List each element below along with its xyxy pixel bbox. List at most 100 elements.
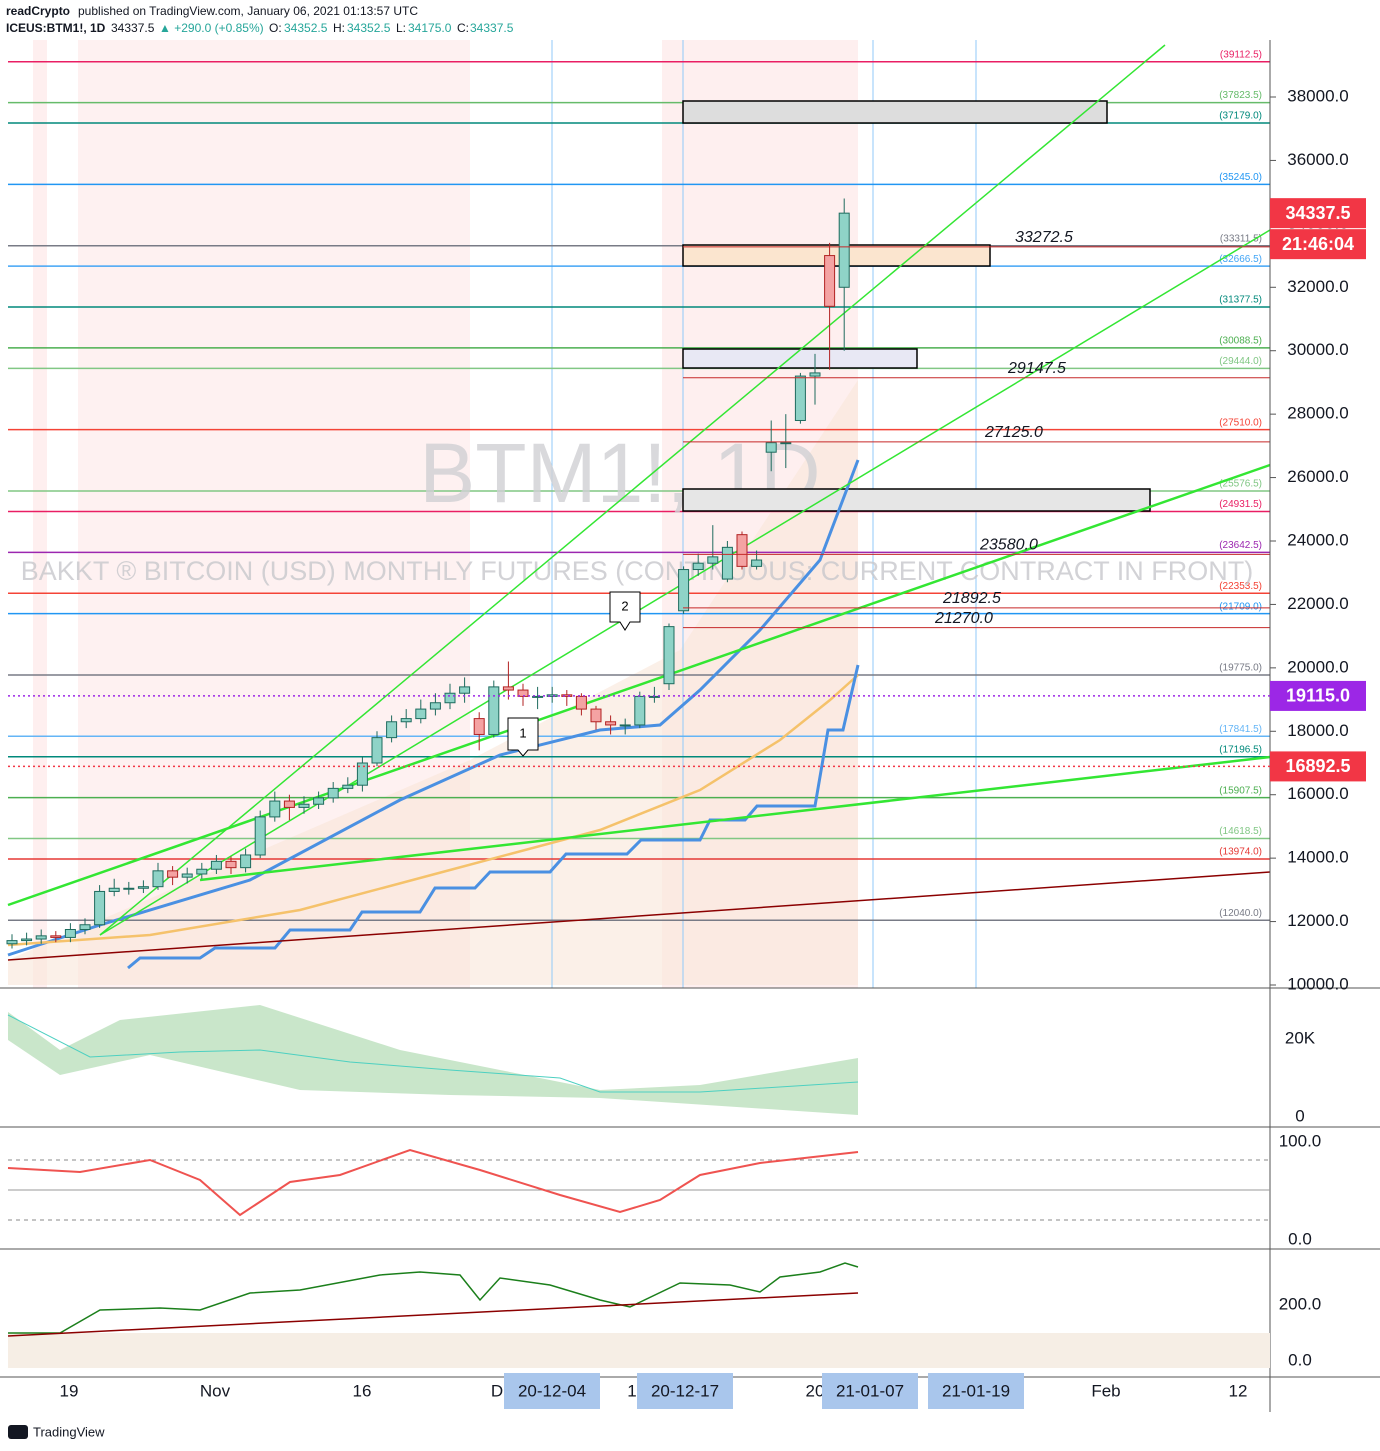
x-highlight [504,1373,600,1409]
level-label: (30088.5) [1219,336,1262,347]
session-shade [33,40,47,988]
candle-body [838,212,850,288]
low-value: 34175.0 [408,21,452,35]
candle-body [721,546,733,580]
candle-body [327,787,339,799]
candle-body [269,800,281,818]
last-price: 34337.5 [111,21,155,35]
high-value: 34352.5 [347,21,391,35]
candle-body [108,887,120,892]
y-tick-label: 18000.0 [1287,721,1348,740]
candle-body [342,784,354,789]
candle-body [459,686,471,694]
x-tick-label: 12 [1229,1381,1248,1400]
symbol: ICEUS:BTM1!, 1D [6,21,106,35]
candle-body [561,694,573,697]
pane-line [8,1262,859,1334]
trend-line [99,44,1166,936]
candle-body [780,442,792,445]
x-highlight [822,1373,918,1409]
candle-body [502,686,514,691]
level-label: (24931.5) [1219,499,1262,510]
candle-body [313,797,325,805]
price-badge-label: 19115.0 [1286,686,1350,706]
candle-body [64,929,76,938]
pane-band [8,1333,1270,1368]
level-label: (29444.0) [1219,356,1262,367]
candle-body [546,694,558,697]
published: published on TradingView.com, January 06… [78,4,418,18]
candle-body [415,708,427,720]
price-badge [1270,680,1366,711]
candle-body [123,887,135,890]
trend-line [7,463,1271,907]
level-label: (15907.5) [1219,785,1262,796]
level-label: (25576.5) [1219,479,1262,490]
pane-tick-label: 0.0 [1288,1229,1312,1248]
y-tick-label: 10000.0 [1287,974,1348,993]
candle-body [736,534,748,567]
watermark-name: BAKKT ® BITCOIN (USD) MONTHLY FUTURES (C… [21,556,1253,586]
zone-box [682,348,918,369]
footer: TradingView [33,1424,105,1439]
h-label: H: [333,21,345,35]
candle-body [488,686,500,735]
y-tick-label: 26000.0 [1287,467,1348,486]
annotation-label: 23580.0 [979,537,1038,554]
pane-tick-label: 100.0 [1279,1131,1322,1150]
y-tick-label: 16000.0 [1287,784,1348,803]
pane-tick-label: 0 [1295,1106,1304,1125]
x-tick-label: 20 [806,1381,825,1400]
y-tick-label: 38000.0 [1287,86,1348,105]
candle-body [678,569,690,612]
ma-line [7,459,860,957]
candle-body [532,695,544,698]
annotation-label: 21892.5 [942,590,1001,607]
ma-line [7,674,859,947]
zone-box [682,244,991,267]
y-tick-label: 24000.0 [1287,530,1348,549]
y-tick-label: 32000.0 [1287,277,1348,296]
x-highlight [928,1373,1024,1409]
candle-body [765,442,777,453]
countdown: 21:46:04 [1282,234,1354,254]
candle-body [619,724,631,727]
price-badge [1270,198,1366,229]
level-label: (14618.5) [1219,826,1262,837]
candle-body [152,870,164,888]
pane-tick-label: 20K [1285,1028,1316,1047]
candle-body [605,721,617,726]
y-tick-label: 22000.0 [1287,594,1348,613]
candle-body [663,626,675,685]
level-label: (17196.5) [1219,744,1262,755]
candle-body [137,886,149,889]
c-label: C: [457,21,469,35]
annotation-label: 27125.0 [984,424,1043,441]
candle-body [196,868,208,875]
candle-body [575,695,587,710]
level-label: (27510.0) [1219,417,1262,428]
marker-label: 2 [621,598,628,613]
candle-body [35,935,47,940]
candle-body [400,718,412,723]
candle-body [167,870,179,878]
level-label: (17841.5) [1219,724,1262,735]
level-label: (37823.5) [1219,90,1262,101]
x-tick-label: Nov [200,1381,231,1400]
level-label: (35245.0) [1219,172,1262,183]
annotation-label: 33272.5 [1015,229,1073,246]
ribbon-area [8,380,858,985]
candle-body [50,935,62,938]
x-tick-label: D [491,1381,503,1400]
y-tick-label: 12000.0 [1287,911,1348,930]
y-tick-label: 14000.0 [1287,848,1348,867]
candle-body [298,803,310,808]
l-label: L: [396,21,406,35]
level-label: (22353.5) [1219,581,1262,592]
y-tick-label: 36000.0 [1287,150,1348,169]
o-label: O: [269,21,282,35]
x-highlight [637,1373,733,1409]
pane-line [7,1148,859,1217]
marker-label: 1 [519,725,526,740]
